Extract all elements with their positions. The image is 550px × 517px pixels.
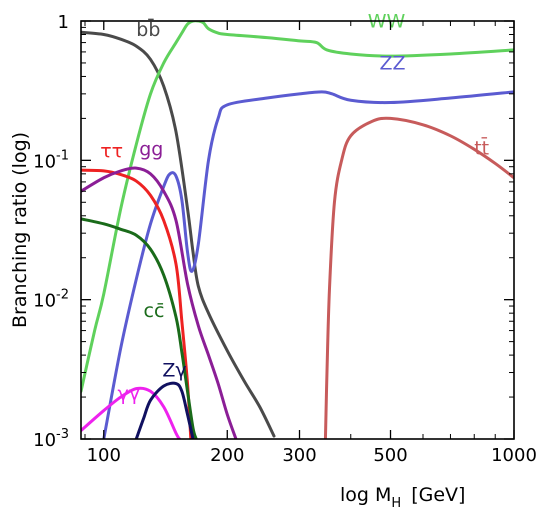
x-tick-label: 300 bbox=[282, 445, 316, 466]
series-label-zz: ZZ bbox=[380, 52, 406, 74]
series-label-cc: cc̄ bbox=[144, 300, 165, 322]
series-line-zgamma bbox=[134, 381, 195, 439]
y-tick-label: 10-3 bbox=[33, 427, 69, 451]
series-line-bb bbox=[81, 30, 276, 438]
x-tick-label: 1000 bbox=[491, 445, 537, 466]
series-line-cc bbox=[81, 217, 198, 439]
series-line-ww bbox=[81, 21, 514, 393]
series-label-zgamma: Zγ bbox=[162, 360, 186, 382]
x-axis-label-unit: [GeV] bbox=[411, 484, 465, 506]
series-line-gg bbox=[81, 166, 238, 439]
y-axis-label: Branching ratio (log) bbox=[9, 132, 31, 328]
series-layer bbox=[81, 21, 514, 439]
y-tick-base: 1 bbox=[58, 12, 69, 33]
y-tick-exponent: -1 bbox=[56, 148, 69, 163]
y-tick-label: 1 bbox=[58, 12, 69, 33]
x-tick-label: 100 bbox=[87, 445, 121, 466]
y-tick-label: 10-2 bbox=[33, 288, 69, 312]
series-label-gg: gg bbox=[139, 139, 163, 161]
x-tick-label: 500 bbox=[373, 445, 407, 466]
series-line-zz bbox=[102, 90, 514, 439]
series-label-tautau: ττ bbox=[100, 140, 123, 162]
y-tick-label: 10-1 bbox=[33, 148, 69, 172]
series-line-gammagamma bbox=[81, 386, 182, 439]
y-tick-base: 10 bbox=[33, 291, 56, 312]
x-axis-label: log MH [GeV] bbox=[340, 484, 465, 511]
y-tick-exponent: -2 bbox=[56, 288, 69, 303]
plot-frame bbox=[80, 20, 515, 440]
x-axis-label-main: log M bbox=[340, 484, 391, 506]
series-label-gammagamma: γγ bbox=[118, 383, 141, 405]
series-line-tt bbox=[323, 116, 514, 439]
x-tick-label: 200 bbox=[210, 445, 244, 466]
series-label-tt: tt̄ bbox=[474, 135, 489, 159]
y-tick-base: 10 bbox=[33, 151, 56, 172]
x-axis-label-sub: H bbox=[391, 496, 401, 511]
y-tick-base: 10 bbox=[33, 430, 56, 451]
y-tick-exponent: -3 bbox=[56, 427, 69, 442]
